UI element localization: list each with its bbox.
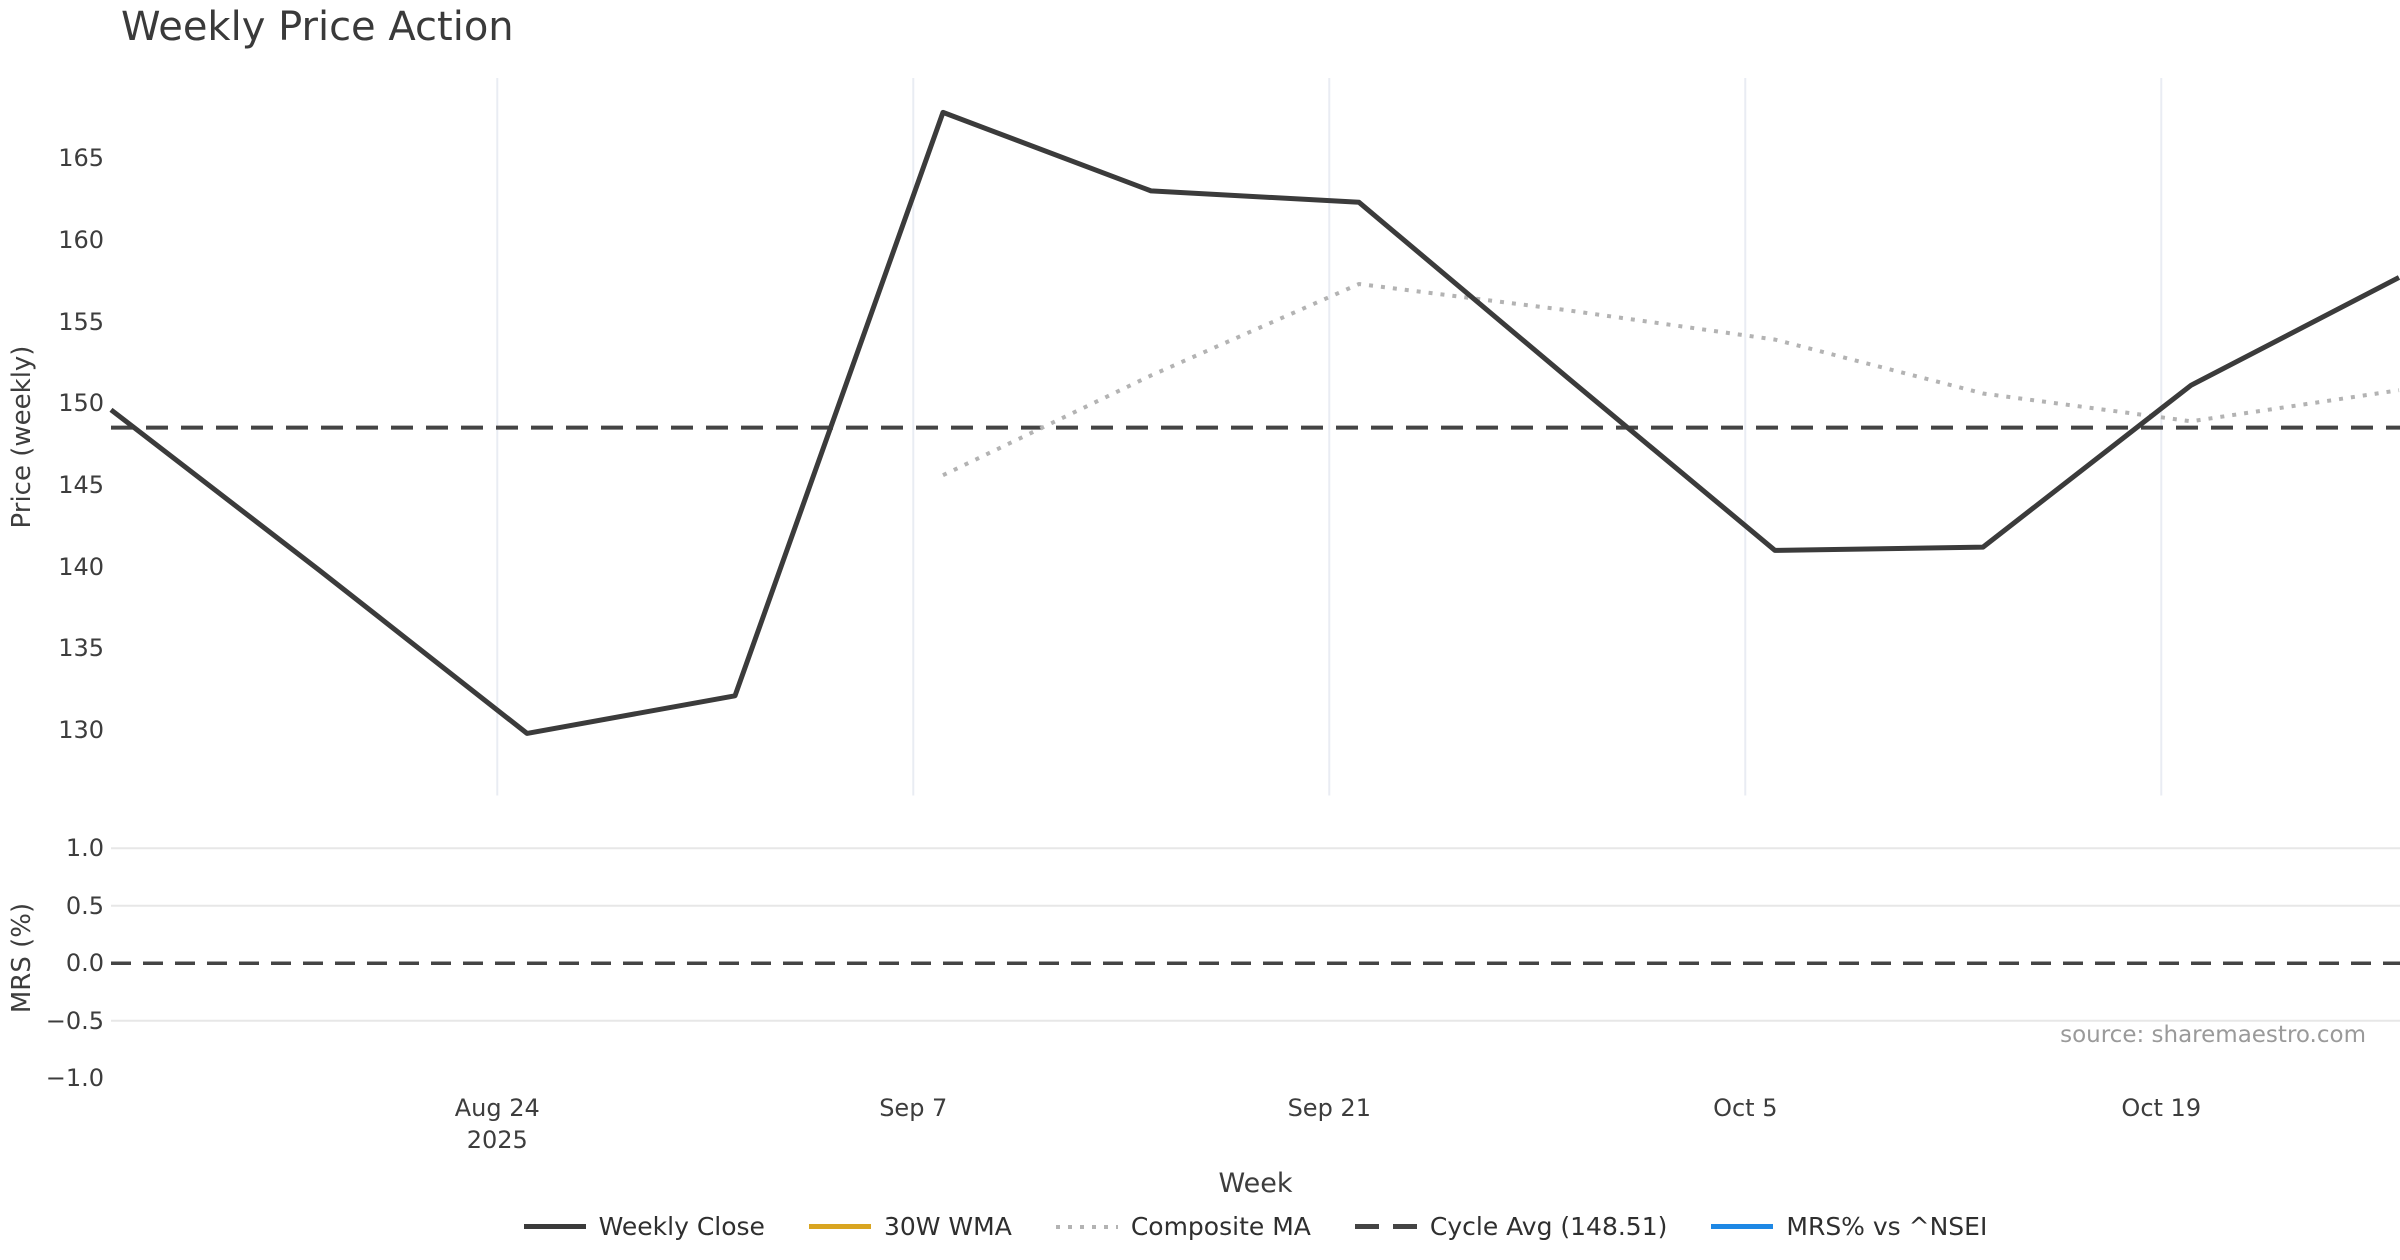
x-tick-label: Oct 5 (1713, 1094, 1778, 1122)
legend-item: MRS% vs ^NSEI (1711, 1212, 1987, 1241)
price-ytick-label: 155 (58, 307, 104, 336)
legend-swatch-dashed-icon (1354, 1224, 1417, 1229)
price-ytick-label: 140 (58, 552, 104, 581)
legend-item: Composite MA (1055, 1212, 1311, 1241)
legend-swatch-solid-icon (808, 1224, 871, 1229)
price-ytick-label: 145 (58, 471, 104, 499)
x-axis-label: Week (1218, 1168, 1293, 1199)
price-ytick-label: 130 (58, 716, 104, 745)
mrs-ytick-label: −1.0 (45, 1064, 104, 1093)
mrs-ytick-label: 1.0 (65, 834, 104, 863)
legend-label: Composite MA (1130, 1212, 1311, 1241)
source-note: source: sharemaestro.com (2060, 1022, 2366, 1048)
price-ytick-label: 150 (58, 389, 104, 418)
legend-label: MRS% vs ^NSEI (1786, 1212, 1988, 1241)
x-tick-label: Sep 7 (879, 1094, 948, 1122)
mrs-ytick-label: 0.0 (65, 949, 104, 978)
legend-swatch-solid-icon (523, 1224, 586, 1229)
chart-title: Weekly Price Action (121, 4, 514, 50)
x-tick-label: Sep 21 (1287, 1094, 1371, 1122)
mrs-ytick-label: 0.5 (65, 891, 104, 920)
composite-ma-line (942, 281, 2400, 478)
price-ytick-label: 160 (58, 225, 104, 254)
y-axis-label-price: Price (weekly) (7, 345, 37, 529)
legend-swatch-dotted-icon (1055, 1224, 1118, 1229)
price-ytick-label: 135 (58, 634, 104, 663)
legend-label: Weekly Close (598, 1212, 765, 1241)
price-ytick-label: 165 (58, 144, 104, 173)
legend-item: Cycle Avg (148.51) (1354, 1212, 1668, 1241)
mrs-ytick-label: −0.5 (45, 1006, 104, 1035)
legend-swatch-solid-icon (1711, 1224, 1774, 1229)
legend-item: Weekly Close (523, 1212, 765, 1241)
legend-item: 30W WMA (808, 1212, 1012, 1241)
weekly-close-line (109, 109, 2400, 736)
x-tick-label: Oct 19 (2121, 1094, 2202, 1122)
chart-legend: Weekly Close 30W WMA Composite MA Cycle Avg… (111, 1212, 2400, 1241)
x-tick-year-label: 2025 (466, 1126, 528, 1154)
legend-label: Cycle Avg (148.51) (1429, 1212, 1668, 1241)
x-tick-label: Aug 24 (454, 1094, 540, 1122)
legend-label: 30W WMA (883, 1212, 1012, 1241)
